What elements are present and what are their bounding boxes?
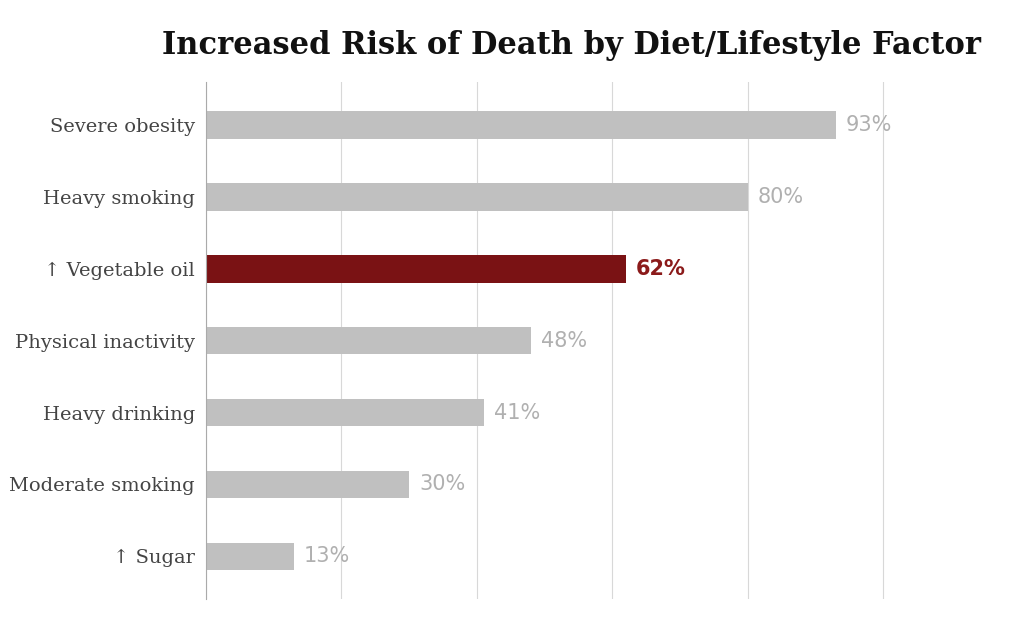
Bar	[206, 255, 626, 283]
Bar	[206, 543, 294, 570]
Text: 30%: 30%	[419, 475, 466, 495]
Text: 93%: 93%	[846, 115, 892, 135]
Bar	[206, 184, 748, 211]
Text: 13%: 13%	[304, 546, 350, 567]
Bar	[206, 112, 835, 139]
Text: 41%: 41%	[493, 403, 540, 423]
Bar	[206, 327, 531, 355]
Text: 80%: 80%	[758, 187, 804, 207]
Bar	[206, 471, 409, 498]
Text: 48%: 48%	[541, 331, 587, 351]
Text: 62%: 62%	[636, 259, 686, 279]
Title: Increased Risk of Death by Diet/Lifestyle Factor: Increased Risk of Death by Diet/Lifestyl…	[162, 30, 982, 61]
Bar	[206, 399, 484, 427]
